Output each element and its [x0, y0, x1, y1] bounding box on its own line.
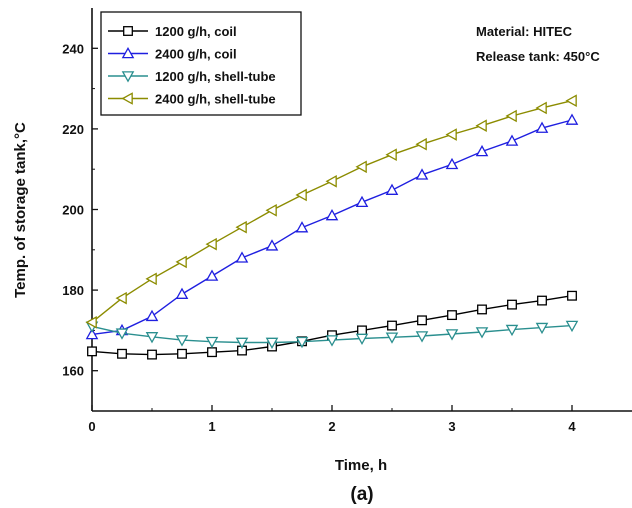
data-point: [535, 322, 549, 335]
data-point: [445, 157, 459, 170]
data-point: [325, 335, 339, 347]
data-point: [385, 332, 399, 344]
data-point: [385, 148, 397, 161]
data-point: [505, 324, 519, 337]
data-point: [325, 209, 339, 221]
data-point: [121, 92, 133, 105]
data-point: [505, 109, 517, 123]
x-tick-label: 1: [208, 419, 215, 434]
data-point: [147, 349, 157, 360]
data-point: [415, 168, 429, 180]
data-point: [145, 309, 159, 322]
data-point: [123, 26, 133, 36]
y-tick-label: 220: [62, 122, 84, 137]
data-point: [505, 134, 519, 146]
data-point: [295, 188, 307, 202]
x-axis-title: Time, h: [335, 457, 387, 474]
y-axis-title: Temp. of storage tank,°C: [12, 122, 29, 298]
data-point: [355, 160, 367, 174]
data-point: [115, 291, 127, 305]
data-point: [355, 195, 369, 208]
data-point: [445, 329, 459, 341]
series-1: [87, 290, 577, 360]
data-point: [357, 325, 367, 336]
legend-label: 1200 g/h, shell-tube: [155, 69, 276, 84]
x-tick-label: 3: [448, 419, 455, 434]
data-point: [537, 295, 547, 306]
data-point: [205, 237, 217, 251]
data-point: [145, 272, 157, 286]
x-tick-label: 0: [88, 419, 95, 434]
data-point: [235, 337, 249, 350]
data-point: [115, 328, 129, 340]
data-point: [145, 332, 159, 344]
data-point: [85, 327, 99, 340]
data-point: [355, 333, 369, 345]
series-layer: [85, 94, 579, 360]
data-point: [85, 316, 97, 329]
data-point: [175, 287, 189, 299]
annotation-material: Material: HITEC: [476, 24, 573, 39]
legend-box: [100, 11, 302, 116]
data-point: [265, 337, 279, 350]
data-point: [265, 204, 277, 217]
data-point: [565, 320, 579, 333]
data-point: [475, 144, 489, 157]
data-point: [121, 46, 135, 59]
y-tick-label: 180: [62, 283, 84, 298]
data-point: [175, 335, 189, 347]
data-point: [295, 336, 309, 349]
data-point: [565, 94, 577, 107]
annotation-release-tank: Release tank: 450°C: [476, 49, 600, 64]
data-point: [385, 183, 399, 195]
data-point: [567, 290, 577, 301]
x-tick-label: 4: [568, 419, 576, 434]
data-point: [265, 239, 279, 251]
data-point: [475, 327, 489, 339]
data-point: [535, 101, 547, 115]
y-tick-label: 200: [62, 203, 84, 218]
legend-item-2: 2400 g/h, coil: [108, 47, 237, 62]
series-2: [85, 113, 579, 340]
data-point: [535, 121, 549, 133]
legend-item-4: 2400 g/h, shell-tube: [108, 92, 276, 107]
data-point: [415, 331, 429, 343]
data-point: [205, 269, 219, 281]
data-point: [235, 220, 247, 234]
ticks: 0 1 2 3 4 160 180 200 220 240: [62, 41, 576, 434]
data-point: [475, 119, 487, 132]
data-point: [87, 346, 97, 357]
data-point: [447, 310, 457, 321]
data-point: [175, 255, 187, 269]
data-point: [235, 251, 249, 263]
y-tick-label: 160: [62, 364, 84, 379]
data-point: [417, 315, 427, 326]
legend-label: 2400 g/h, shell-tube: [155, 92, 276, 107]
y-tick-label: 240: [62, 41, 84, 56]
legend-item-1: 1200 g/h, coil: [108, 24, 237, 39]
data-point: [295, 221, 309, 233]
x-tick-label: 2: [328, 419, 335, 434]
data-point: [121, 71, 135, 83]
legend: 1200 g/h, coil 2400 g/h, coil 1200 g/h, sh…: [100, 11, 302, 116]
data-point: [565, 113, 579, 125]
legend-label: 1200 g/h, coil: [155, 24, 237, 39]
data-point: [177, 348, 187, 359]
figure-caption: (a): [350, 484, 373, 505]
data-point: [387, 320, 397, 331]
data-point: [507, 299, 517, 310]
data-point: [205, 336, 219, 349]
series-4: [85, 94, 577, 329]
legend-label: 2400 g/h, coil: [155, 47, 237, 62]
data-point: [325, 174, 337, 188]
data-point: [207, 347, 217, 358]
series-3: [85, 320, 579, 350]
data-point: [415, 137, 427, 151]
legend-item-3: 1200 g/h, shell-tube: [108, 69, 276, 84]
data-point: [477, 304, 487, 315]
data-point: [117, 348, 127, 359]
series-line: [91, 119, 573, 336]
data-point: [445, 128, 457, 141]
